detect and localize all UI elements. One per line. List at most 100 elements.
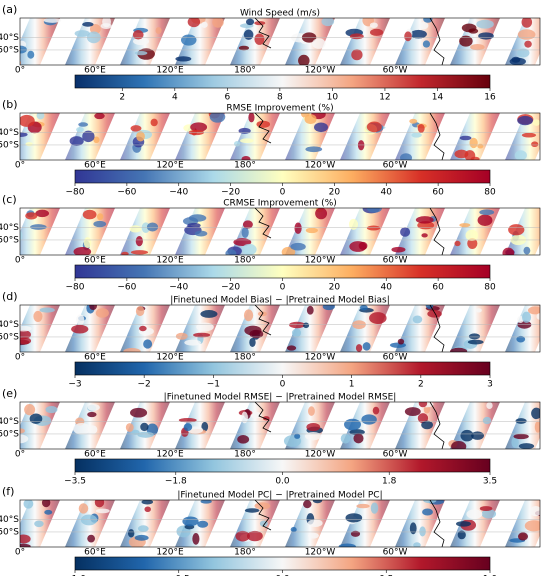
swath-patch (178, 418, 197, 423)
coastline (429, 18, 445, 65)
swath-patch (137, 525, 149, 533)
lon-label: 60°E (84, 66, 106, 76)
map-frame (19, 499, 541, 548)
lon-label: 60°W (383, 548, 408, 558)
swath-patch (369, 28, 384, 36)
swath-patch (460, 429, 474, 442)
panel-label: (c) (2, 193, 17, 206)
swath-patch (459, 135, 472, 141)
coastline (429, 305, 445, 352)
colorbar-tick-label: 0.0 (275, 575, 290, 576)
lat-label: 50°S (0, 235, 19, 245)
swath-patch (241, 411, 248, 424)
swath (20, 208, 60, 255)
lat-label: 50°S (0, 527, 19, 537)
swath-patch (129, 225, 142, 233)
lon-label: 0° (15, 450, 25, 460)
swath-patch (417, 123, 425, 133)
swath-patch (95, 308, 109, 318)
swath-patch (235, 530, 250, 542)
lon-label: 120°W (305, 66, 336, 76)
swath-patch (502, 247, 515, 255)
swath-patch (340, 433, 351, 444)
colorbar-tick-label: 4 (172, 93, 178, 103)
swath-patch (82, 209, 97, 220)
swath-patch (243, 29, 254, 40)
lon-label: 120°E (156, 353, 184, 363)
swath-patch (397, 338, 405, 345)
swath-patch (455, 521, 472, 527)
swath-patch (423, 18, 433, 23)
swath-patch (183, 423, 193, 432)
swath-patch (201, 421, 209, 432)
colorbar-tick-label: 0.0 (275, 477, 290, 487)
swath-patch (182, 516, 199, 527)
swath-patch (409, 522, 417, 535)
swath-patch (531, 407, 540, 420)
swath-patch (421, 420, 433, 430)
colorbar-tick-label: 0 (280, 188, 286, 198)
swath-patch (200, 310, 218, 318)
swath-patch (30, 224, 47, 230)
swath-patch (404, 407, 421, 417)
swath-patch (423, 405, 431, 414)
lat-label: 40°S (0, 417, 19, 427)
lon-label: 60°W (383, 161, 408, 171)
swath-patch (518, 443, 535, 449)
swath (450, 113, 500, 160)
swath-patch (131, 429, 140, 435)
colorbar-tick-label: −80 (66, 283, 85, 293)
swath-patch (303, 500, 312, 509)
swath-patch (419, 22, 429, 30)
swath-patch (102, 18, 111, 28)
coastline (429, 500, 445, 547)
swath-patch (146, 222, 159, 232)
swath-patch (87, 534, 96, 543)
swath-patch (423, 500, 437, 504)
colorbar (74, 169, 491, 184)
colorbar-tick-label: 60 (432, 188, 444, 198)
swath-patch (86, 31, 101, 44)
panel-title: |Finetuned Model PC| − |Pretrained Model… (177, 491, 382, 501)
swath-patch (248, 113, 255, 123)
map (20, 113, 540, 160)
coastline (254, 402, 272, 433)
swath-patch (188, 129, 205, 136)
swath (395, 402, 445, 449)
swath-patch (521, 18, 533, 28)
swath-patch (94, 113, 105, 120)
swath-patch (20, 132, 28, 137)
swath-patch (144, 506, 151, 513)
swath-patch (87, 403, 100, 411)
swath-patch (187, 18, 201, 28)
panel-label: (e) (2, 387, 17, 400)
swath-patch (366, 225, 381, 231)
colorbar-tick-label: 0.5 (379, 575, 393, 576)
lon-label: 180° (234, 66, 256, 76)
colorbar (74, 458, 491, 473)
swath-patch (305, 146, 323, 153)
swath-patch (479, 506, 493, 512)
swath-patch (93, 136, 100, 144)
panel-title: CRMSE Improvement (%) (223, 199, 337, 209)
lon-label: 120°W (305, 450, 336, 460)
swath-patch (356, 503, 370, 509)
swath-patch (321, 18, 335, 27)
colorbar (74, 264, 491, 279)
lon-label: 180° (234, 353, 256, 363)
colorbar-tick-label: −20 (221, 283, 240, 293)
swath-patch (476, 19, 494, 29)
swath-patch (141, 500, 154, 505)
swath-patch (25, 212, 38, 220)
swath-patch (20, 325, 32, 332)
swath-patch (409, 118, 418, 124)
swath-patch (427, 310, 442, 318)
swath-patch (76, 314, 85, 326)
swath-patch (130, 250, 149, 255)
map (20, 18, 540, 65)
swath-patch (196, 322, 214, 332)
swath-patch (193, 332, 211, 338)
swath-patch (527, 306, 540, 315)
swath-patch (305, 227, 318, 234)
swath-patch (123, 347, 141, 352)
